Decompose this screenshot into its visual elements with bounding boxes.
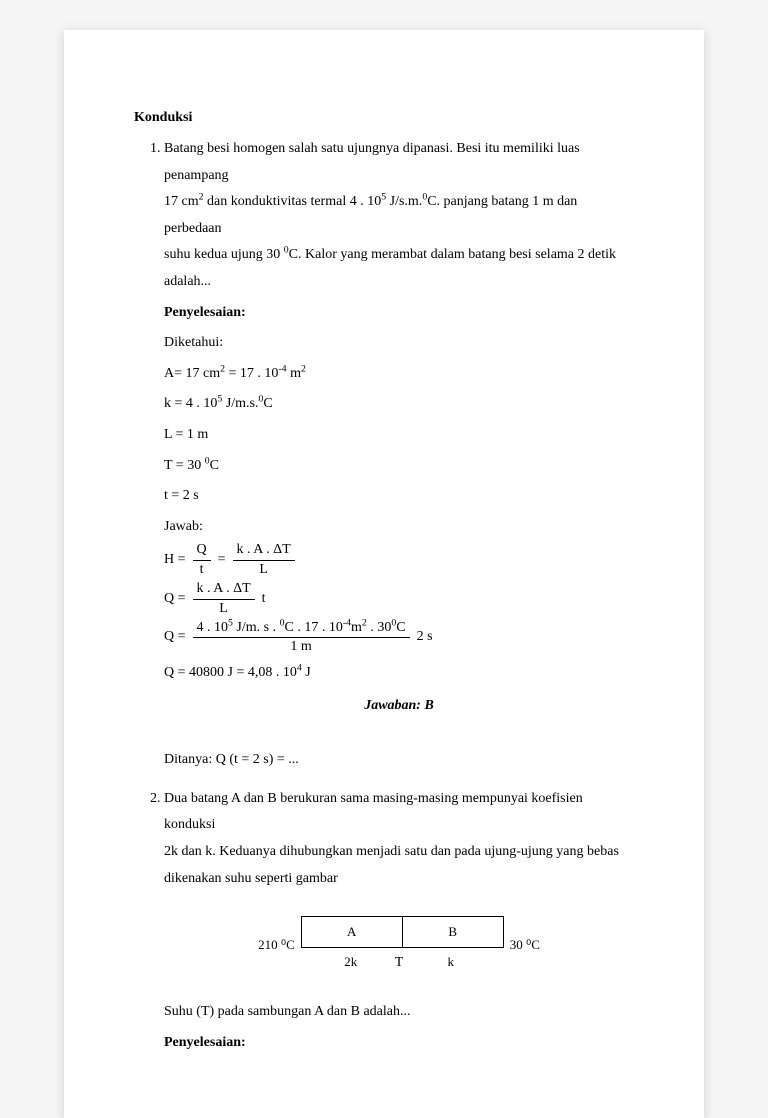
q2-box-a: A: [302, 917, 403, 947]
page-title: Konduksi: [134, 110, 634, 126]
problem-list: Batang besi homogen salah satu ujungnya …: [134, 136, 634, 1056]
q2-left-temp: 210 ⁰C: [258, 933, 295, 958]
q2-diagram: 210 ⁰C A B 2k T k 30 ⁰C: [164, 916, 634, 975]
q2-penyelesaian: Penyelesaian:: [164, 1030, 634, 1057]
q1-diketahui: Diketahui:: [164, 330, 634, 357]
q1-t: t = 2 s: [164, 483, 634, 510]
q1-result: Q = 40800 J = 4,08 . 104 J: [164, 660, 634, 687]
q1-eq-Q1: Q = k . A . ΔT L t: [164, 581, 634, 618]
problem-2: Dua batang A dan B berukuran sama masing…: [164, 786, 634, 1056]
q2-after: Suhu (T) pada sambungan A dan B adalah..…: [164, 999, 634, 1026]
q1-line3: suhu kedua ujung 30 0C. Kalor yang meram…: [164, 247, 616, 262]
q2-line2: 2k dan k. Keduanya dihubungkan menjadi s…: [164, 844, 619, 859]
q2-label-2k: 2k: [301, 950, 401, 975]
q1-line1: Batang besi homogen salah satu ujungnya …: [164, 141, 580, 183]
q2-box-b: B: [403, 917, 503, 947]
q1-A: A= 17 cm2 = 17 . 10-4 m2: [164, 361, 634, 388]
q2-right-temp: 30 ⁰C: [510, 933, 540, 958]
q2-label-k: k: [401, 950, 501, 975]
q2-labels: 2k T k: [301, 950, 504, 975]
q1-T: T = 30 0C: [164, 453, 634, 480]
q1-eq-Q2: Q = 4 . 105 J/m. s . 0C . 17 . 10-4m2 . …: [164, 620, 634, 657]
q1-line4: adalah...: [164, 274, 211, 289]
q1-penyelesaian: Penyelesaian:: [164, 300, 634, 327]
q2-label-T: T: [395, 950, 404, 977]
q1-k: k = 4 . 105 J/m.s.0C: [164, 391, 634, 418]
q1-line2: 17 cm2 dan konduktivitas termal 4 . 105 …: [164, 194, 577, 236]
q1-L: L = 1 m: [164, 422, 634, 449]
q2-line3: dikenakan suhu seperti gambar: [164, 871, 338, 886]
q1-answer: Jawaban: B: [164, 693, 634, 720]
q1-eq-H: H = Q t = k . A . ΔT L: [164, 542, 634, 579]
problem-1: Batang besi homogen salah satu ujungnya …: [164, 136, 634, 774]
q2-line1: Dua batang A dan B berukuran sama masing…: [164, 791, 583, 833]
q2-bar: A B: [301, 916, 504, 948]
document-page: Konduksi Batang besi homogen salah satu …: [64, 30, 704, 1118]
q1-jawab: Jawab:: [164, 514, 634, 541]
q1-ditanya: Ditanya: Q (t = 2 s) = ...: [164, 747, 634, 774]
